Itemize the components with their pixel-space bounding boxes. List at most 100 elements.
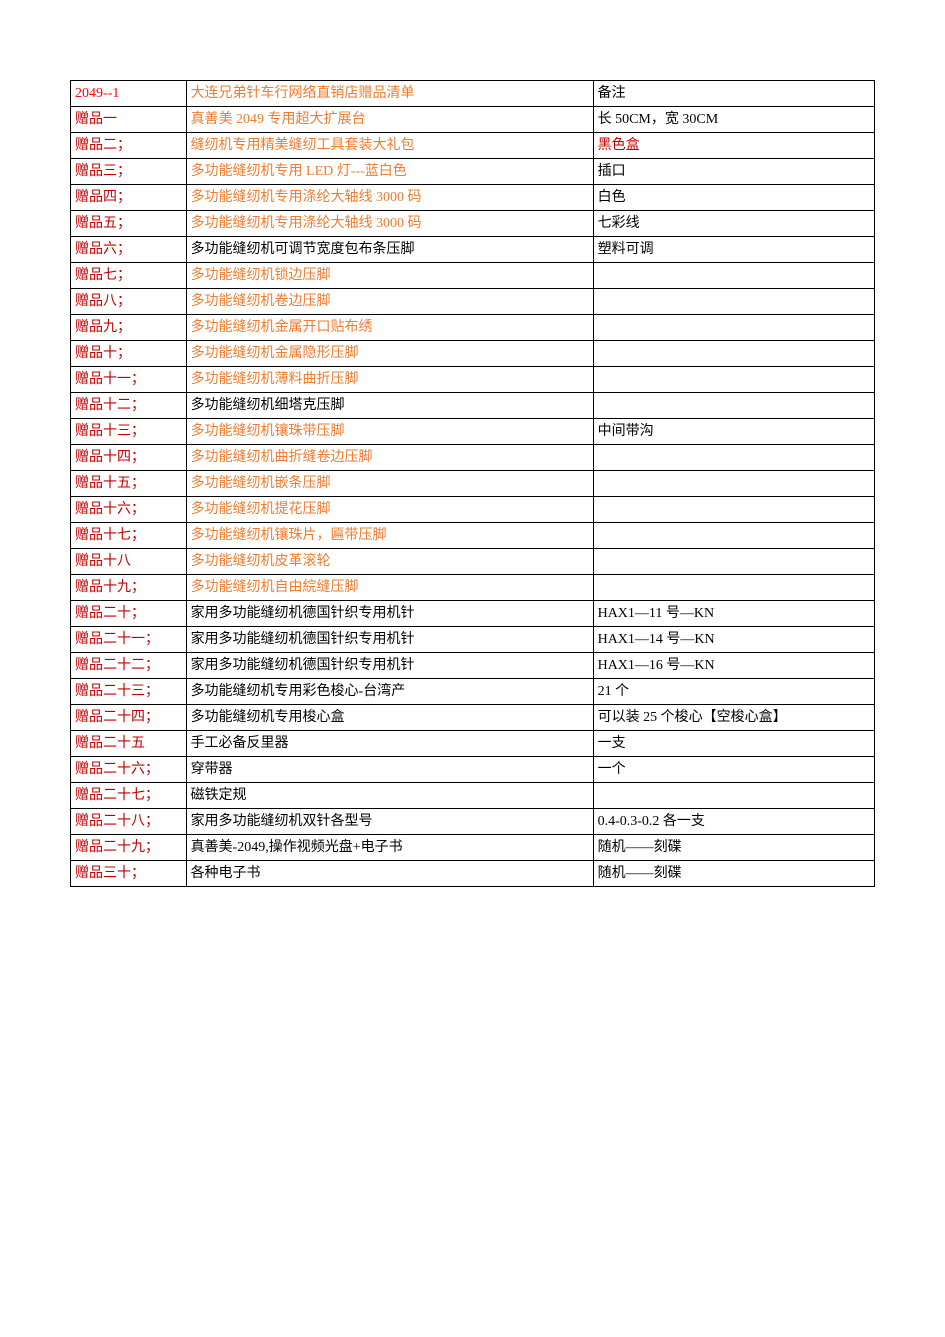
row-label: 赠品十四； xyxy=(71,445,187,471)
row-description: 多功能缝纫机专用彩色梭心-台湾产 xyxy=(186,679,593,705)
row-label: 赠品四； xyxy=(71,185,187,211)
table-row: 赠品三十；各种电子书随机——刻碟 xyxy=(71,861,875,887)
row-description: 多功能缝纫机锁边压脚 xyxy=(186,263,593,289)
header-note: 备注 xyxy=(593,81,874,107)
row-label: 赠品十六； xyxy=(71,497,187,523)
row-description: 多功能缝纫机专用涤纶大轴线 3000 码 xyxy=(186,211,593,237)
row-note: 0.4-0.3-0.2 各一支 xyxy=(593,809,874,835)
row-description: 多功能缝纫机金属隐形压脚 xyxy=(186,341,593,367)
row-label: 赠品十； xyxy=(71,341,187,367)
row-label: 赠品六； xyxy=(71,237,187,263)
row-description: 多功能缝纫机专用涤纶大轴线 3000 码 xyxy=(186,185,593,211)
row-label: 赠品二； xyxy=(71,133,187,159)
table-row: 赠品二；缝纫机专用精美缝纫工具套装大礼包黑色盒 xyxy=(71,133,875,159)
row-label: 赠品一 xyxy=(71,107,187,133)
row-description: 多功能缝纫机自由綄缝压脚 xyxy=(186,575,593,601)
table-row: 赠品二十七；磁铁定规 xyxy=(71,783,875,809)
table-row: 赠品十一；多功能缝纫机薄料曲折压脚 xyxy=(71,367,875,393)
row-note: 塑料可调 xyxy=(593,237,874,263)
row-description: 家用多功能缝纫机双针各型号 xyxy=(186,809,593,835)
table-row: 赠品二十三；多功能缝纫机专用彩色梭心-台湾产21 个 xyxy=(71,679,875,705)
gift-list-table: 2049--1 大连兄弟针车行网络直销店赠品清单 备注 赠品一真善美 2049 … xyxy=(70,80,875,887)
row-description: 多功能缝纫机曲折缝卷边压脚 xyxy=(186,445,593,471)
table-row: 赠品五；多功能缝纫机专用涤纶大轴线 3000 码七彩线 xyxy=(71,211,875,237)
row-note: 黑色盒 xyxy=(593,133,874,159)
row-label: 赠品二十六； xyxy=(71,757,187,783)
row-description: 多功能缝纫机皮革滚轮 xyxy=(186,549,593,575)
row-description: 多功能缝纫机提花压脚 xyxy=(186,497,593,523)
row-note xyxy=(593,497,874,523)
row-description: 手工必备反里器 xyxy=(186,731,593,757)
table-row: 赠品十四；多功能缝纫机曲折缝卷边压脚 xyxy=(71,445,875,471)
table-row: 赠品十九；多功能缝纫机自由綄缝压脚 xyxy=(71,575,875,601)
row-description: 多功能缝纫机镶珠带压脚 xyxy=(186,419,593,445)
table-row: 赠品十八多功能缝纫机皮革滚轮 xyxy=(71,549,875,575)
row-description: 真善美-2049,操作视频光盘+电子书 xyxy=(186,835,593,861)
table-row: 赠品三；多功能缝纫机专用 LED 灯---蓝白色插口 xyxy=(71,159,875,185)
row-label: 赠品三； xyxy=(71,159,187,185)
row-description: 多功能缝纫机薄料曲折压脚 xyxy=(186,367,593,393)
row-description: 多功能缝纫机专用 LED 灯---蓝白色 xyxy=(186,159,593,185)
row-label: 赠品七； xyxy=(71,263,187,289)
table-row: 赠品二十二；家用多功能缝纫机德国针织专用机针HAX1—16 号—KN xyxy=(71,653,875,679)
row-label: 赠品十五； xyxy=(71,471,187,497)
row-note xyxy=(593,367,874,393)
row-label: 赠品十七； xyxy=(71,523,187,549)
row-description: 多功能缝纫机金属开口贴布绣 xyxy=(186,315,593,341)
row-note: 随机——刻碟 xyxy=(593,835,874,861)
row-note xyxy=(593,783,874,809)
row-note xyxy=(593,471,874,497)
row-label: 赠品五； xyxy=(71,211,187,237)
row-label: 赠品二十七； xyxy=(71,783,187,809)
row-note: HAX1—16 号—KN xyxy=(593,653,874,679)
header-code: 2049--1 xyxy=(71,81,187,107)
row-note xyxy=(593,341,874,367)
row-note xyxy=(593,263,874,289)
row-description: 家用多功能缝纫机德国针织专用机针 xyxy=(186,601,593,627)
row-description: 穿带器 xyxy=(186,757,593,783)
row-note xyxy=(593,315,874,341)
row-label: 赠品二十五 xyxy=(71,731,187,757)
row-label: 赠品八； xyxy=(71,289,187,315)
row-description: 缝纫机专用精美缝纫工具套装大礼包 xyxy=(186,133,593,159)
row-label: 赠品二十二； xyxy=(71,653,187,679)
row-label: 赠品二十九； xyxy=(71,835,187,861)
table-row: 赠品十五；多功能缝纫机嵌条压脚 xyxy=(71,471,875,497)
row-description: 磁铁定规 xyxy=(186,783,593,809)
row-label: 赠品十八 xyxy=(71,549,187,575)
table-row: 赠品十二；多功能缝纫机细塔克压脚 xyxy=(71,393,875,419)
row-note: 可以装 25 个梭心【空梭心盒】 xyxy=(593,705,874,731)
row-note: 一支 xyxy=(593,731,874,757)
row-label: 赠品二十三； xyxy=(71,679,187,705)
row-note xyxy=(593,289,874,315)
row-description: 家用多功能缝纫机德国针织专用机针 xyxy=(186,653,593,679)
row-description: 家用多功能缝纫机德国针织专用机针 xyxy=(186,627,593,653)
row-note xyxy=(593,523,874,549)
row-description: 多功能缝纫机镶珠片，匾带压脚 xyxy=(186,523,593,549)
table-row: 赠品八；多功能缝纫机卷边压脚 xyxy=(71,289,875,315)
table-row: 赠品十七；多功能缝纫机镶珠片，匾带压脚 xyxy=(71,523,875,549)
row-description: 多功能缝纫机专用梭心盒 xyxy=(186,705,593,731)
row-label: 赠品十三； xyxy=(71,419,187,445)
table-row: 赠品二十八；家用多功能缝纫机双针各型号0.4-0.3-0.2 各一支 xyxy=(71,809,875,835)
header-title: 大连兄弟针车行网络直销店赠品清单 xyxy=(186,81,593,107)
table-row: 赠品七；多功能缝纫机锁边压脚 xyxy=(71,263,875,289)
row-note xyxy=(593,393,874,419)
row-label: 赠品二十四； xyxy=(71,705,187,731)
table-row: 赠品二十五手工必备反里器一支 xyxy=(71,731,875,757)
row-label: 赠品二十； xyxy=(71,601,187,627)
row-note: 七彩线 xyxy=(593,211,874,237)
row-description: 各种电子书 xyxy=(186,861,593,887)
row-note: 随机——刻碟 xyxy=(593,861,874,887)
row-note: HAX1—14 号—KN xyxy=(593,627,874,653)
table-row: 赠品二十九；真善美-2049,操作视频光盘+电子书随机——刻碟 xyxy=(71,835,875,861)
row-note: 中间带沟 xyxy=(593,419,874,445)
row-label: 赠品二十八； xyxy=(71,809,187,835)
table-row: 赠品十三；多功能缝纫机镶珠带压脚中间带沟 xyxy=(71,419,875,445)
table-row: 赠品二十；家用多功能缝纫机德国针织专用机针HAX1—11 号—KN xyxy=(71,601,875,627)
row-label: 赠品十二； xyxy=(71,393,187,419)
table-row: 赠品十；多功能缝纫机金属隐形压脚 xyxy=(71,341,875,367)
row-label: 赠品九； xyxy=(71,315,187,341)
table-row: 赠品二十四；多功能缝纫机专用梭心盒可以装 25 个梭心【空梭心盒】 xyxy=(71,705,875,731)
row-note: 21 个 xyxy=(593,679,874,705)
